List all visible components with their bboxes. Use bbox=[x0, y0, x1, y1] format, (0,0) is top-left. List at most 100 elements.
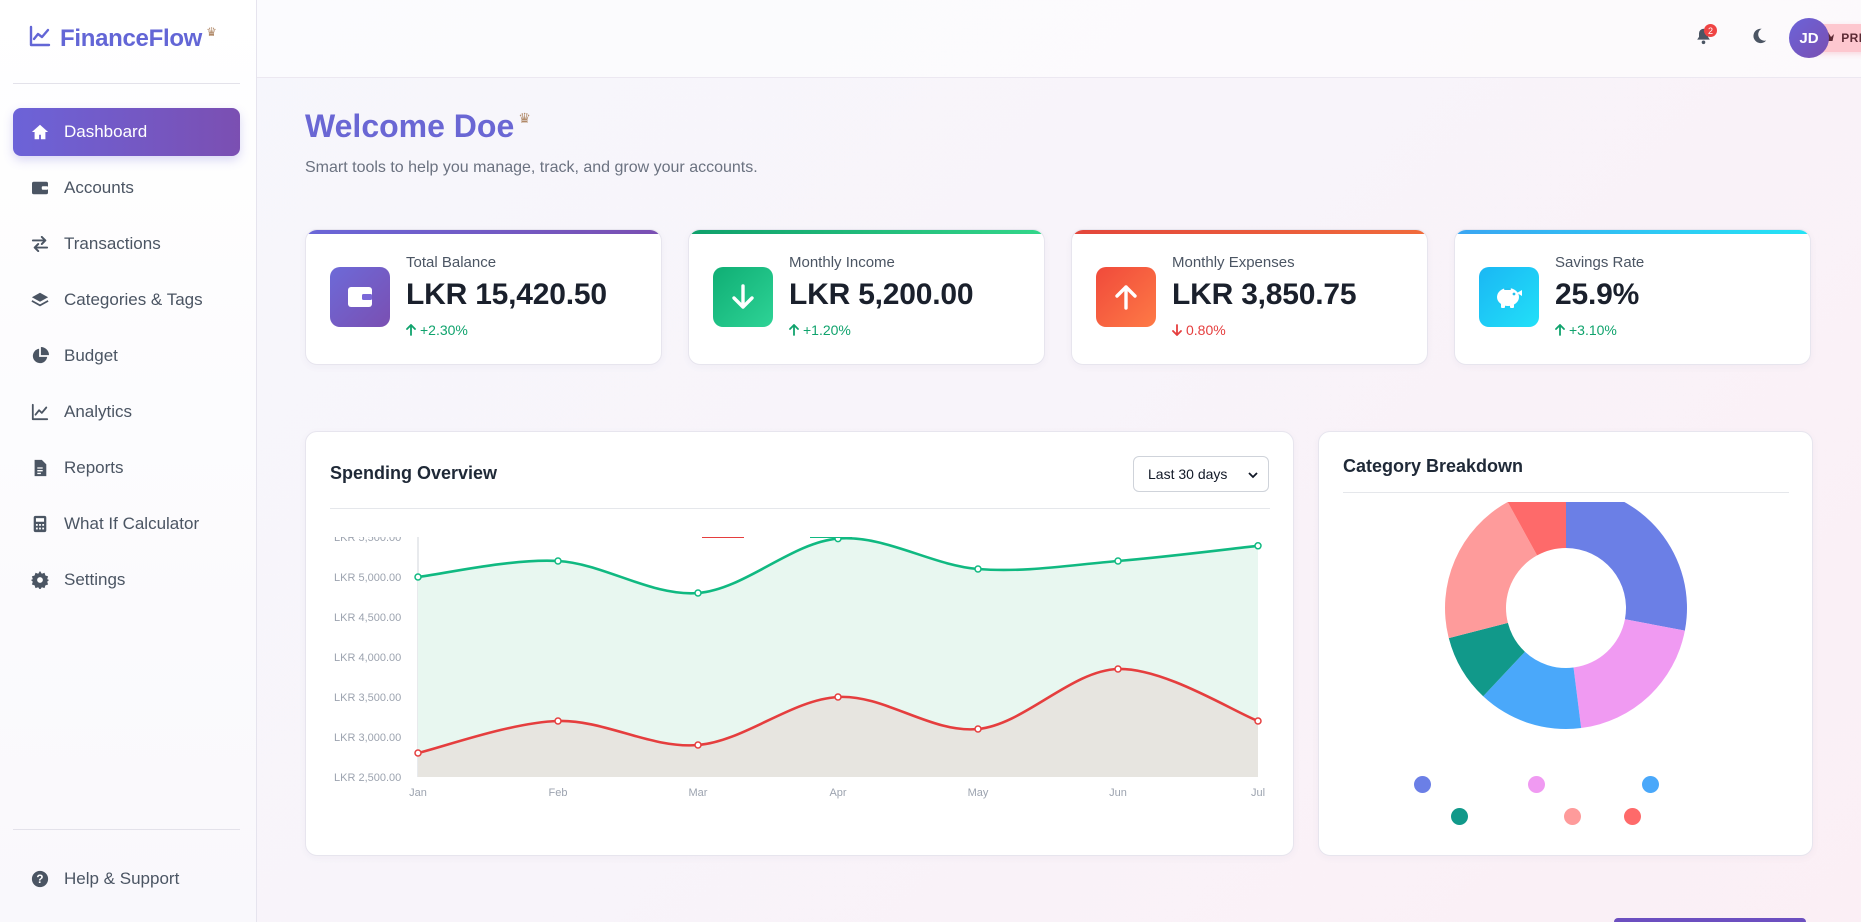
series-area-1 bbox=[418, 668, 1258, 777]
y-tick-label: LKR 3,000.00 bbox=[334, 732, 401, 744]
stat-change-value: +3.10% bbox=[1569, 322, 1617, 338]
legend-swatch[interactable] bbox=[1451, 808, 1468, 825]
stat-label: Total Balance bbox=[406, 254, 497, 271]
sidebar-item-label: Settings bbox=[64, 570, 126, 589]
brand[interactable]: FinanceFlow ♛ bbox=[28, 24, 217, 53]
stat-label: Savings Rate bbox=[1555, 254, 1645, 271]
stat-card-monthly-expenses[interactable]: Monthly Expenses LKR 3,850.75 0.80% bbox=[1071, 229, 1428, 365]
range-select[interactable]: Last 30 days bbox=[1133, 456, 1269, 492]
sidebar-item-budget[interactable]: Budget bbox=[13, 332, 240, 380]
data-point bbox=[554, 557, 562, 565]
legend-swatch[interactable] bbox=[1528, 776, 1545, 793]
y-tick-label: LKR 2,500.00 bbox=[334, 772, 401, 784]
x-tick-label: Apr bbox=[829, 787, 846, 799]
panel-title: Category Breakdown bbox=[1343, 456, 1524, 476]
arrow-up-icon bbox=[1096, 267, 1156, 327]
gear-icon bbox=[30, 570, 50, 590]
piggy-bank-icon bbox=[1479, 267, 1539, 327]
donut-slice-2[interactable] bbox=[1483, 651, 1582, 729]
sidebar-item-dashboard[interactable]: Dashboard bbox=[13, 108, 240, 156]
x-tick-label: Mar bbox=[689, 787, 708, 799]
sidebar-item-label: Analytics bbox=[64, 402, 133, 421]
donut-slice-4[interactable] bbox=[1445, 502, 1538, 639]
sidebar-item-label: Transactions bbox=[64, 234, 161, 253]
legend-swatch[interactable] bbox=[1624, 808, 1641, 825]
x-tick-label: Jun bbox=[1109, 787, 1127, 799]
stat-change: +1.20% bbox=[789, 322, 851, 338]
range-select-value: Last 30 days bbox=[1148, 466, 1228, 482]
sidebar-item-label: Help & Support bbox=[64, 869, 180, 888]
data-point bbox=[834, 693, 842, 701]
wallet-icon bbox=[30, 178, 50, 198]
y-tick-label: LKR 4,000.00 bbox=[334, 652, 401, 664]
donut-slice-0[interactable] bbox=[1566, 502, 1687, 631]
stat-card-total-balance[interactable]: Total Balance LKR 15,420.50 +2.30% bbox=[305, 229, 662, 365]
brand-name: FinanceFlow bbox=[60, 24, 203, 52]
spending-chart: LKR 2,500.00 LKR 3,000.00 LKR 3,500.00 LKR … bbox=[334, 537, 1265, 799]
data-point bbox=[1254, 717, 1262, 725]
stat-value: LKR 5,200.00 bbox=[789, 278, 974, 311]
notifications-button[interactable]: 2 bbox=[1693, 24, 1717, 48]
card-accent-line bbox=[1455, 230, 1810, 234]
sidebar-item-label: What If Calculator bbox=[64, 514, 200, 533]
arrow-up-icon bbox=[789, 324, 799, 336]
data-point bbox=[974, 565, 982, 573]
welcome-title-text: Welcome Doe bbox=[305, 108, 515, 144]
data-point bbox=[834, 537, 842, 543]
stat-card-monthly-income[interactable]: Monthly Income LKR 5,200.00 +1.20% bbox=[688, 229, 1045, 365]
stat-label: Monthly Income bbox=[789, 254, 895, 271]
donut-slice-3[interactable] bbox=[1448, 622, 1525, 697]
stat-change-value: +1.20% bbox=[803, 322, 851, 338]
sidebar-item-accounts[interactable]: Accounts bbox=[13, 164, 240, 212]
stat-change: 0.80% bbox=[1172, 322, 1226, 338]
sidebar-item-label: Reports bbox=[64, 458, 124, 477]
wallet-icon bbox=[330, 267, 390, 327]
sidebar-item-analytics[interactable]: Analytics bbox=[13, 388, 240, 436]
card-accent-line bbox=[689, 230, 1044, 234]
sidebar-item-reports[interactable]: Reports bbox=[13, 444, 240, 492]
theme-toggle-button[interactable] bbox=[1748, 27, 1770, 49]
x-tick-label: Feb bbox=[549, 787, 568, 799]
sidebar-item-what-if-calculator[interactable]: What If Calculator bbox=[13, 500, 240, 548]
notification-count: 2 bbox=[1704, 24, 1717, 37]
card-accent-line bbox=[1072, 230, 1427, 234]
moon-icon bbox=[1750, 27, 1768, 50]
stat-change-value: 0.80% bbox=[1186, 322, 1226, 338]
exchange-icon bbox=[30, 234, 50, 254]
data-point bbox=[694, 741, 702, 749]
stat-change: +3.10% bbox=[1555, 322, 1617, 338]
arrow-up-icon bbox=[1555, 324, 1565, 336]
sidebar-item-categories-tags[interactable]: Categories & Tags bbox=[13, 276, 240, 324]
line-chart-icon bbox=[28, 24, 52, 53]
donut-slice-1[interactable] bbox=[1573, 619, 1685, 729]
calculator-icon bbox=[30, 514, 50, 534]
line-chart-icon bbox=[30, 402, 50, 422]
stat-value: 25.9% bbox=[1555, 278, 1640, 311]
crown-icon: ♛ bbox=[206, 24, 217, 39]
sidebar-item-help[interactable]: ? Help & Support bbox=[13, 855, 240, 903]
legend-swatch[interactable] bbox=[1564, 808, 1581, 825]
sidebar-divider bbox=[13, 829, 240, 830]
legend-swatch[interactable] bbox=[1414, 776, 1431, 793]
sidebar-divider bbox=[13, 83, 240, 84]
chevron-down-icon bbox=[1248, 466, 1258, 482]
donut-slice-5[interactable] bbox=[1507, 502, 1566, 556]
x-tick-label: Jul bbox=[1251, 787, 1265, 799]
y-tick-label: LKR 4,500.00 bbox=[334, 612, 401, 624]
question-icon: ? bbox=[30, 869, 50, 889]
panel-divider bbox=[330, 508, 1270, 509]
data-point bbox=[974, 725, 982, 733]
sidebar-item-settings[interactable]: Settings bbox=[13, 556, 240, 604]
avatar[interactable]: JD bbox=[1789, 18, 1829, 58]
layers-icon bbox=[30, 290, 50, 310]
sidebar-item-transactions[interactable]: Transactions bbox=[13, 220, 240, 268]
sidebar-item-label: Budget bbox=[64, 346, 118, 365]
footer-action-edge[interactable] bbox=[1614, 918, 1806, 922]
panel-title: Spending Overview bbox=[330, 463, 498, 483]
document-icon bbox=[30, 458, 50, 478]
data-point bbox=[554, 717, 562, 725]
legend-swatch[interactable] bbox=[1642, 776, 1659, 793]
stat-card-savings-rate[interactable]: Savings Rate 25.9% +3.10% bbox=[1454, 229, 1811, 365]
data-point bbox=[414, 749, 422, 757]
card-accent-line bbox=[306, 230, 661, 234]
